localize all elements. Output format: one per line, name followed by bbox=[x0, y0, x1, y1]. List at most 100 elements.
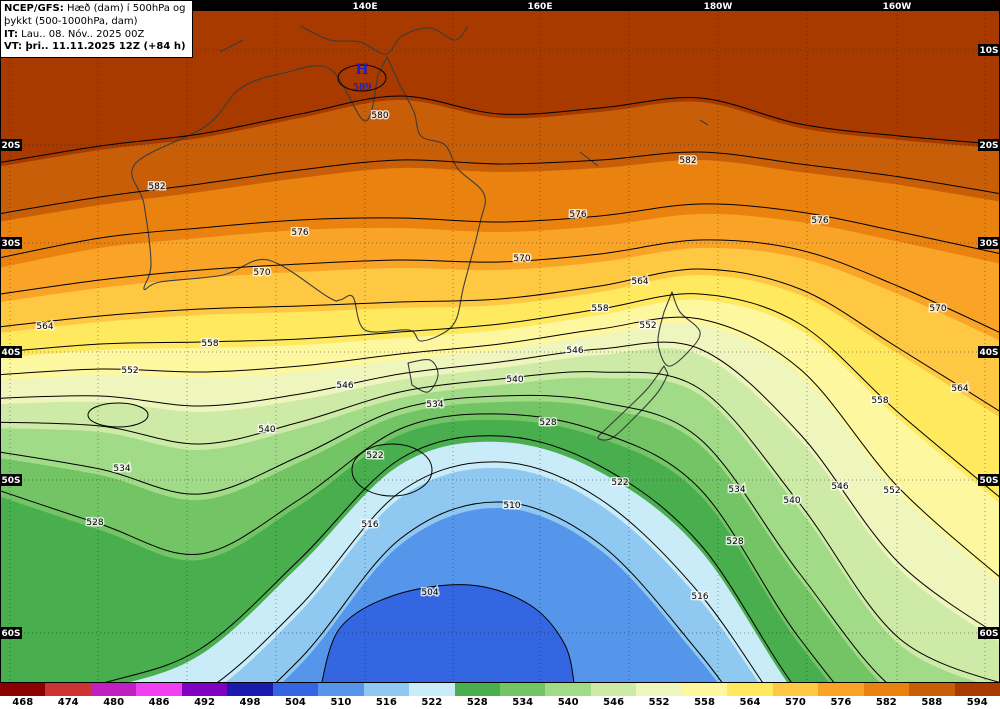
colorbar-cell: 498 bbox=[227, 683, 273, 709]
longitude-label: 160W bbox=[883, 2, 912, 12]
latitude-chip bbox=[978, 139, 1000, 151]
latitude-label: 30S bbox=[979, 239, 998, 249]
contour-label: 528 bbox=[726, 537, 743, 547]
colorbar-cell: 504 bbox=[272, 683, 319, 709]
contour-label: 534 bbox=[728, 485, 745, 495]
colorbar-value: 540 bbox=[545, 696, 591, 709]
contour-line-582 bbox=[0, 151, 1000, 215]
colorbar-swatch bbox=[954, 683, 1000, 696]
colorbar-cell: 558 bbox=[681, 683, 728, 709]
latitude-label: 40S bbox=[1, 348, 20, 358]
contour-label: 552 bbox=[639, 321, 656, 331]
colorbar-value: 564 bbox=[727, 696, 773, 709]
colorbar-swatch bbox=[45, 683, 91, 696]
contour-label: 540 bbox=[258, 425, 275, 435]
colorbar-swatch bbox=[772, 683, 819, 696]
colorbar-swatch bbox=[318, 683, 364, 696]
contour-label: 522 bbox=[366, 451, 383, 461]
contour-label: 570 bbox=[513, 254, 530, 264]
contour-label: 552 bbox=[883, 486, 900, 496]
contour-label: 528 bbox=[86, 518, 103, 528]
colorbar-swatch bbox=[681, 683, 728, 696]
latitude-label: 50S bbox=[1, 476, 20, 486]
longitude-labels: 140E 160E 180W 160W bbox=[353, 2, 912, 12]
longitude-label: 180W bbox=[704, 2, 733, 12]
contour-label: 576 bbox=[811, 216, 828, 226]
contour-label: 534 bbox=[113, 464, 130, 474]
contour-label: 546 bbox=[831, 482, 848, 492]
colorbar-swatch bbox=[136, 683, 182, 696]
contour-label: 540 bbox=[783, 496, 800, 506]
colorbar-cell: 564 bbox=[727, 683, 773, 709]
contour-line-504 bbox=[321, 584, 575, 683]
contour-line-564 bbox=[0, 268, 1000, 413]
colorbar-swatch bbox=[363, 683, 410, 696]
colorbar-value: 504 bbox=[272, 696, 319, 709]
colorbar-value: 576 bbox=[818, 696, 864, 709]
colorbar-cell: 534 bbox=[499, 683, 546, 709]
latitude-label: 30S bbox=[1, 239, 20, 249]
coastline-nz-south-island bbox=[597, 365, 669, 441]
contour-label: 558 bbox=[591, 304, 608, 314]
colorbar-cell: 540 bbox=[545, 683, 591, 709]
colorbar-value: 492 bbox=[181, 696, 228, 709]
contour-line-540 bbox=[0, 371, 1000, 683]
colorbar-cell: 516 bbox=[363, 683, 410, 709]
latitude-label: 50S bbox=[979, 476, 998, 486]
contour-label: 576 bbox=[291, 228, 308, 238]
latitude-chip bbox=[978, 627, 1000, 639]
colorbar-swatch bbox=[90, 683, 137, 696]
colorbar-swatch bbox=[227, 683, 273, 696]
title-line-2: þykkt (500-1000hPa, dam) bbox=[4, 15, 138, 27]
contour-line-576 bbox=[0, 203, 1000, 259]
contour-label: 510 bbox=[503, 501, 520, 511]
colorbar-cell: 510 bbox=[318, 683, 364, 709]
colorbar-swatch bbox=[636, 683, 682, 696]
colorbar-swatch bbox=[409, 683, 455, 696]
closed-contour bbox=[87, 402, 149, 428]
contour-label: 516 bbox=[691, 592, 708, 602]
coastline-timor bbox=[219, 39, 244, 53]
weather-map: 580 582 582 576 576 576 570 570 570 564 564 564 558 5… bbox=[0, 0, 1000, 683]
contour-line-546 bbox=[0, 341, 1000, 637]
latitude-chip bbox=[978, 346, 1000, 358]
colorbar-swatch bbox=[863, 683, 910, 696]
latitude-chip bbox=[978, 474, 1000, 486]
latitude-chip bbox=[0, 474, 22, 486]
colorbar-value: 474 bbox=[45, 696, 91, 709]
colorbar-swatch bbox=[590, 683, 637, 696]
contour-line-516 bbox=[215, 461, 764, 683]
colorbar-swatch bbox=[818, 683, 864, 696]
colorbar-cell: 546 bbox=[590, 683, 637, 709]
colorbar-value: 588 bbox=[909, 696, 955, 709]
latitude-chip bbox=[0, 139, 22, 151]
colorbar-value: 510 bbox=[318, 696, 364, 709]
contour-label: 582 bbox=[148, 182, 165, 192]
init-time-line: IT: Lau.. 08. Nóv.. 2025 00Z bbox=[4, 28, 145, 40]
colorbar-swatch bbox=[454, 683, 500, 696]
colorbar-value: 486 bbox=[136, 696, 182, 709]
colorbar-value: 570 bbox=[772, 696, 819, 709]
latitude-label: 60S bbox=[979, 629, 998, 639]
contour-label: 504 bbox=[421, 588, 438, 598]
colorbar-swatch bbox=[499, 683, 546, 696]
init-label: IT: bbox=[4, 28, 18, 40]
colorbar-cell: 468 bbox=[0, 683, 46, 709]
latitude-label: 60S bbox=[1, 629, 20, 639]
latitude-label: 40S bbox=[979, 348, 998, 358]
colorbar-value: 522 bbox=[409, 696, 455, 709]
colorbar-swatch bbox=[272, 683, 319, 696]
longitude-label: 160E bbox=[528, 2, 553, 12]
valid-time-line: VT: þri.. 11.11.2025 12Z (+84 h) bbox=[4, 41, 186, 53]
contour-labels: 580 582 582 576 576 576 570 570 570 564 564 564 558 5… bbox=[35, 110, 970, 604]
colorbar-value: 552 bbox=[636, 696, 682, 709]
title-box: NCEP/GFS: Hæð (dam) í 500hPa og þykkt (5… bbox=[0, 0, 193, 59]
colorbar-swatch bbox=[0, 683, 46, 696]
contour-label: 564 bbox=[36, 322, 53, 332]
closed-contour bbox=[337, 64, 387, 92]
colorbar-value: 582 bbox=[863, 696, 910, 709]
colorbar-value: 558 bbox=[681, 696, 728, 709]
colorbar-cell: 492 bbox=[181, 683, 228, 709]
colorbar-swatch bbox=[727, 683, 773, 696]
